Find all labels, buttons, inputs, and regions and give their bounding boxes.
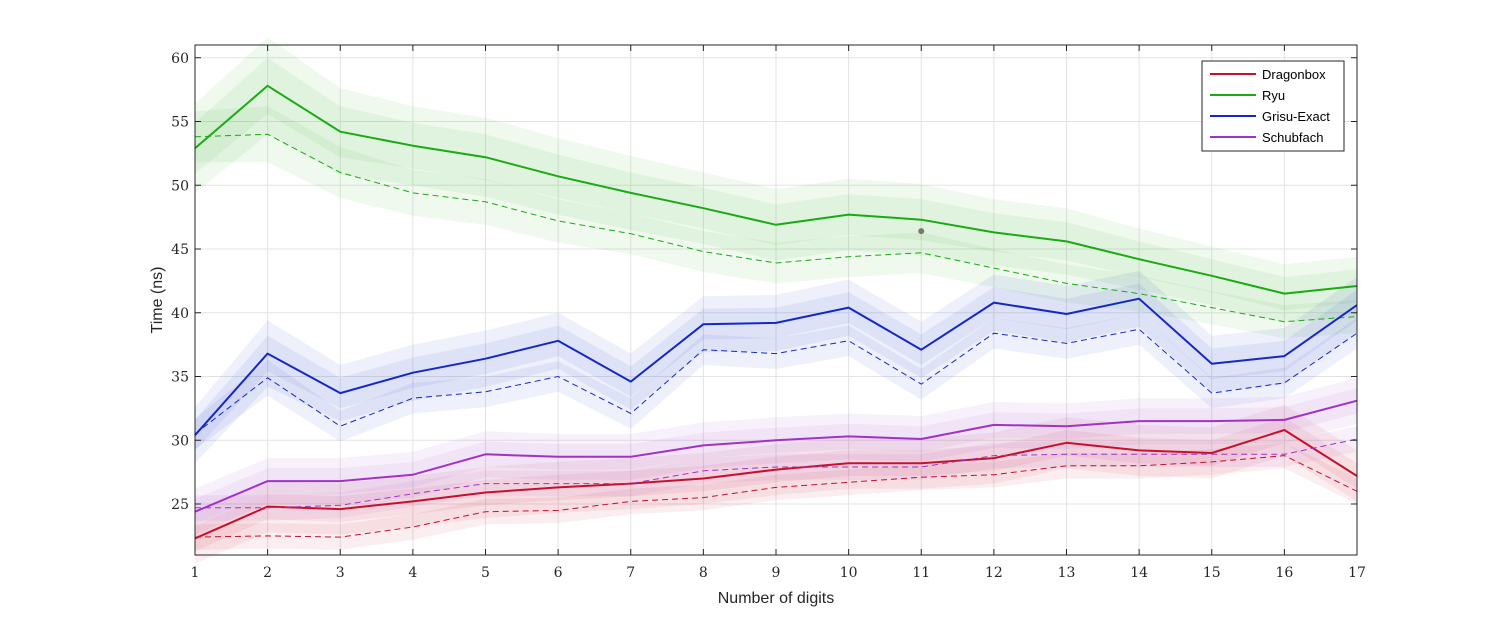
legend-label-ryu: Ryu xyxy=(1262,88,1285,103)
y-tick-label: 25 xyxy=(171,497,189,513)
x-tick-label: 2 xyxy=(263,565,272,581)
dragonbox-mean-line xyxy=(194,429,1358,540)
y-tick-label: 35 xyxy=(171,370,189,386)
x-tick-label: 6 xyxy=(554,565,563,581)
x-tick-label: 4 xyxy=(408,565,417,581)
confidence-bands xyxy=(195,37,1357,564)
grisu-exact-outer-band xyxy=(195,270,1357,464)
y-tick-label: 40 xyxy=(171,306,189,322)
y-tick-label: 50 xyxy=(171,178,189,194)
schubfach-outer-band xyxy=(195,377,1357,535)
dragonbox-mid-band xyxy=(195,417,1357,552)
x-tick-label: 1 xyxy=(191,565,200,581)
y-axis-ticks: 25 30 35 40 45 50 55 60 xyxy=(171,51,1357,513)
annotation-point xyxy=(918,228,925,235)
legend: Dragonbox Ryu Grisu-Exact Schubfach xyxy=(1201,60,1345,152)
grisu-exact-median-line xyxy=(194,328,1358,435)
x-tick-label: 8 xyxy=(699,565,708,581)
x-tick-label: 7 xyxy=(626,565,635,581)
grisu-exact-median-band xyxy=(195,314,1357,450)
series-lines xyxy=(194,84,1358,540)
ryu-mid-band xyxy=(195,57,1357,311)
x-tick-label: 5 xyxy=(481,565,490,581)
y-axis-label: Time (ns) xyxy=(149,267,166,334)
schubfach-median-band xyxy=(195,426,1357,521)
schubfach-mean-line xyxy=(194,399,1358,513)
dragonbox-outer-band xyxy=(195,404,1357,564)
x-tick-label: 17 xyxy=(1348,565,1366,581)
x-tick-label: 10 xyxy=(840,565,858,581)
dragonbox-median-band xyxy=(195,442,1357,550)
grisu-exact-mid-band xyxy=(195,283,1357,451)
x-axis-label: Number of digits xyxy=(718,590,835,607)
legend-label-schubfach: Schubfach xyxy=(1262,130,1323,145)
ryu-median-band xyxy=(195,106,1357,339)
x-tick-label: 12 xyxy=(985,565,1003,581)
x-tick-label: 11 xyxy=(912,565,930,581)
ryu-mean-line xyxy=(194,84,1358,295)
grid-lines xyxy=(194,45,1358,555)
x-axis-ticks: 1 2 3 4 5 6 7 8 9 10 11 12 13 14 15 16 17 xyxy=(191,45,1366,581)
y-tick-label: 45 xyxy=(171,242,189,258)
grisu-exact-mean-line xyxy=(194,297,1358,436)
y-tick-label: 55 xyxy=(171,115,189,131)
ryu-outer-band xyxy=(195,37,1357,323)
dragonbox-median-line xyxy=(194,455,1358,538)
x-tick-label: 14 xyxy=(1130,565,1148,581)
x-tick-label: 3 xyxy=(336,565,345,581)
legend-label-dragonbox: Dragonbox xyxy=(1262,67,1326,82)
legend-label-grisu-exact: Grisu-Exact xyxy=(1262,109,1330,124)
x-tick-label: 16 xyxy=(1275,565,1293,581)
x-tick-label: 13 xyxy=(1058,565,1076,581)
x-tick-label: 9 xyxy=(772,565,781,581)
y-tick-label: 60 xyxy=(171,51,189,67)
schubfach-median-line xyxy=(195,438,1358,509)
annotations xyxy=(918,228,925,235)
ryu-median-line xyxy=(194,133,1358,323)
y-tick-label: 30 xyxy=(171,433,189,449)
schubfach-mid-band xyxy=(195,388,1357,525)
x-tick-label: 15 xyxy=(1203,565,1221,581)
